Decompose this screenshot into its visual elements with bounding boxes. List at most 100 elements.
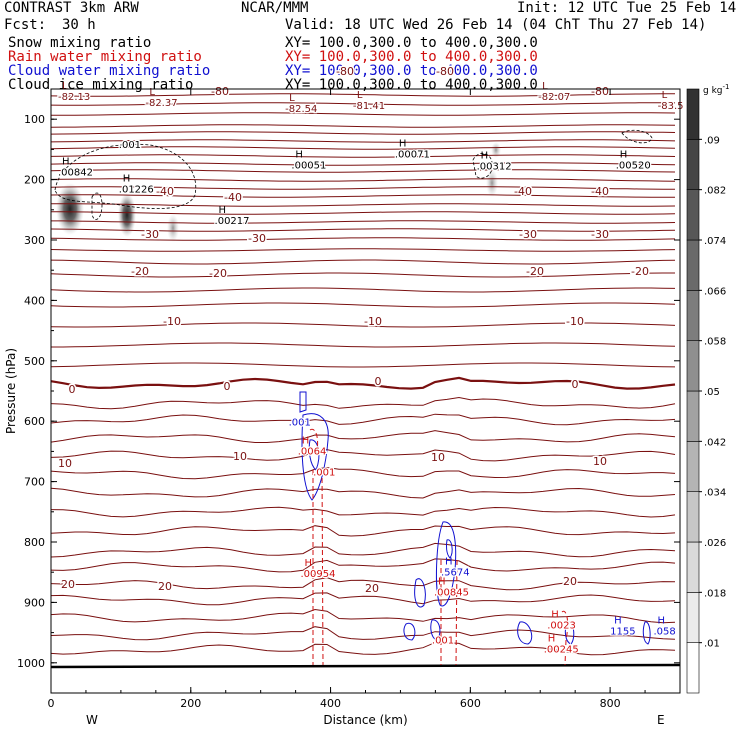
colorbar-tick-label: .058: [704, 337, 726, 348]
snow-shading-cell: [491, 142, 501, 158]
high-marker: H: [445, 556, 453, 567]
colorbar-segment: [686, 88, 700, 140]
low-value-label: -82.07: [538, 92, 570, 103]
isotherm-line: [51, 220, 676, 224]
y-tick-label: 700: [24, 476, 45, 489]
high-marker: H: [657, 616, 665, 627]
isotherm-line: [50, 102, 676, 106]
isotherm-line: [50, 577, 676, 591]
y-tick-label: 1000: [17, 657, 45, 670]
cloud-water-contour: [414, 578, 426, 608]
isotherm-label: -30: [591, 228, 609, 241]
isotherm-line: [50, 162, 676, 166]
colorbar-unit-exponent: -1: [723, 83, 730, 91]
isotherm-line: [50, 592, 676, 606]
isotherm-line: [50, 449, 676, 462]
cloud-water-contour: [403, 622, 416, 641]
isotherm-label: 0: [224, 380, 231, 393]
colorbar-tick-label: .026: [704, 538, 726, 549]
valid-time: Valid: 18 UTC Wed 26 Feb 14 (04 ChT Thu …: [285, 17, 707, 33]
y-tick-label: 900: [24, 596, 45, 609]
isotherm-line: [50, 642, 676, 656]
colorbar-segment: [686, 239, 700, 291]
colorbar-segment: [686, 340, 700, 392]
rain-water-contour: [309, 428, 319, 456]
isotherm-line: [50, 169, 676, 173]
isotherm-line: [50, 626, 676, 641]
low-value-label: -82.13: [58, 92, 90, 103]
x-axis-title: Distance (km): [323, 713, 407, 727]
isotherm-label: 20: [158, 580, 172, 593]
cloud-water-contour: [308, 439, 320, 471]
isotherm-label: 10: [58, 457, 72, 470]
cloud-water-contour: [435, 521, 457, 607]
field-name-cloud-water: Cloud water mixing ratio: [8, 63, 211, 79]
cloud-ice-contour: [91, 192, 103, 220]
isotherm-line: [50, 228, 676, 232]
isotherm-line: [50, 146, 676, 150]
isotherm-line: [50, 413, 676, 426]
hydrometeor-contour-label: .001: [313, 468, 335, 479]
west-label: W: [86, 713, 98, 727]
cloud-water-contour: [301, 413, 329, 501]
isotherm-label: 10: [233, 450, 247, 463]
high-marker: H: [295, 149, 303, 160]
field-name-snow: Snow mixing ratio: [8, 35, 152, 51]
isotherm-label: -20: [209, 267, 227, 280]
isotherm-label: 20: [563, 575, 577, 588]
isotherm-line: [50, 259, 676, 265]
field-xsec-snow: XY= 100.0,300.0 to 400.0,300.0: [285, 35, 538, 51]
y-tick-label: 600: [24, 415, 45, 428]
snow-shading-cell: [167, 214, 179, 242]
temperature-contour-layer: [50, 93, 681, 669]
rain-water-contour: [321, 469, 324, 666]
cloud-water-contour: [642, 621, 651, 645]
colorbar-segment: [686, 541, 700, 593]
high-value-label: .5674: [441, 567, 470, 578]
isotherm-line: [50, 194, 675, 198]
isotherm-line: [51, 112, 676, 116]
high-marker: H: [438, 576, 446, 587]
colorbar-unit: g kg-1: [703, 83, 729, 96]
isotherm-label: -40: [156, 185, 174, 198]
x-tick-label: 200: [180, 697, 201, 710]
isotherm-label: 0: [375, 375, 382, 388]
isotherm-line: [50, 542, 676, 558]
isotherm-line: [50, 396, 676, 410]
low-marker: L: [289, 93, 295, 104]
high-value-label: .058: [653, 627, 675, 638]
high-marker: H: [123, 173, 131, 184]
y-tick-label: 100: [24, 113, 45, 126]
colorbar-segment: [686, 592, 700, 643]
isotherm-line: [50, 139, 676, 143]
snow-shading-layer: [56, 142, 501, 242]
colorbar-segment: [686, 441, 700, 492]
colorbar-segment: [686, 290, 700, 341]
east-label: E: [657, 713, 665, 727]
isotherm-line: [50, 124, 676, 128]
center-title: NCAR/MMM: [241, 0, 309, 16]
isotherm-line: [50, 178, 676, 182]
isotherm-line: [51, 211, 676, 215]
isotherm-label: -30: [248, 232, 266, 245]
init-time: Init: 12 UTC Tue 25 Feb 14: [517, 0, 737, 16]
x-tick-label: 800: [600, 697, 621, 710]
colorbar-tick-label: .05: [704, 387, 720, 398]
colorbar-tick-label: .018: [704, 588, 726, 599]
isotherm-line: [51, 342, 676, 348]
forecast-hour: 30 h: [62, 17, 96, 33]
low-marker: L: [542, 81, 548, 92]
isotherm-label: -40: [224, 191, 242, 204]
colorbar-tick-label: .082: [704, 186, 726, 197]
y-tick-label: 400: [24, 294, 45, 307]
isotherm-label: -30: [519, 228, 537, 241]
field-xsec-rain: XY= 100.0,300.0 to 400.0,300.0: [285, 49, 538, 65]
isotherm-zero: [50, 376, 676, 390]
isotherm-label: -10: [364, 315, 382, 328]
isotherm-line: [50, 322, 676, 328]
isotherm-label: -10: [163, 315, 181, 328]
cloud-ice-contour: [472, 153, 493, 179]
isotherm-line: [50, 272, 675, 278]
high-value-label: .00845: [434, 587, 469, 598]
high-value-label: .01226: [119, 184, 154, 195]
